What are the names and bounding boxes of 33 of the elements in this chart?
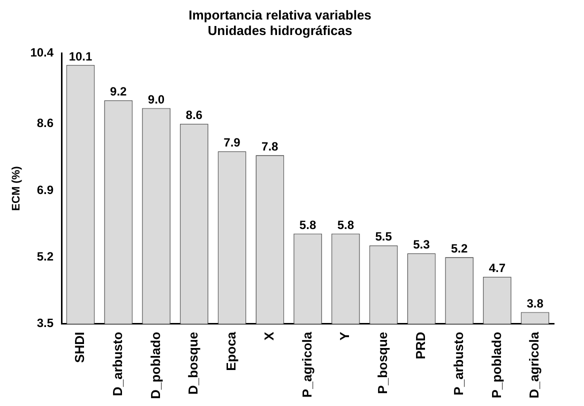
data-label: 5.2 [450,241,468,256]
x-tick-label: D_bosque [186,332,201,395]
y-tick-label: 8.6 [36,116,54,130]
data-label: 5.8 [337,218,354,232]
data-label: 7.9 [224,136,241,150]
chart-title: Importancia relativa variables Unidades hidrográficas [188,7,372,38]
data-label: 7.8 [262,139,279,154]
x-tick-label: PRD [412,332,428,360]
y-axis-title: ECM (%) [10,166,23,211]
x-tick-label: SHDI [72,332,88,363]
x-tick-label: X [261,332,276,341]
data-label: 10.1 [68,49,92,64]
x-tick-label: D_agricola [526,331,542,398]
x-tick-label: Y [337,332,352,341]
data-label: 8.6 [186,108,203,122]
y-tick-label: 5.2 [36,249,54,264]
data-label: 5.3 [413,238,430,252]
y-tick-label: 3.5 [36,316,54,330]
data-label: 5.5 [375,230,392,244]
data-label: 3.8 [526,296,544,310]
data-label: 4.7 [488,261,506,276]
y-tick-label: 10.4 [30,46,54,60]
data-label: 9.0 [148,92,165,106]
x-tick-label: P_poblado [488,332,504,398]
x-tick-label: P_bosque [375,332,390,394]
x-tick-label: D_poblado [148,332,163,400]
x-tick-label: P_agricola [299,331,314,398]
y-tick-label: 6.9 [36,182,54,197]
data-label: 5.8 [299,218,316,232]
x-tick-label: P_arbusto [450,332,466,396]
x-tick-label: Epoca [224,331,239,371]
x-tick-label: D_arbusto [110,332,125,396]
data-label: 9.2 [110,84,128,99]
